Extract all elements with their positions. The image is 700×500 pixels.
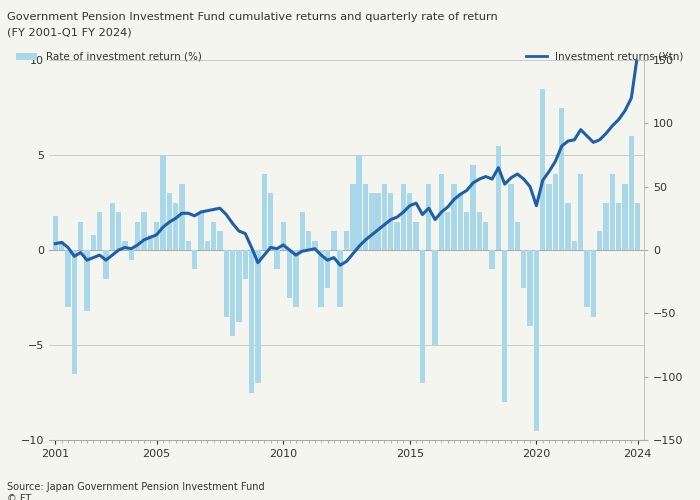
Bar — [635, 202, 640, 250]
Bar — [572, 240, 577, 250]
Bar — [59, 240, 64, 250]
Bar — [268, 193, 273, 250]
Bar — [388, 193, 393, 250]
Bar — [521, 250, 526, 288]
Bar — [148, 235, 153, 250]
Bar — [204, 240, 210, 250]
Bar — [186, 240, 191, 250]
Bar — [256, 250, 260, 383]
Bar — [496, 146, 501, 250]
Bar — [375, 193, 381, 250]
Bar — [249, 250, 254, 392]
Bar — [135, 222, 140, 250]
Bar — [110, 202, 115, 250]
Bar — [173, 202, 178, 250]
Bar — [274, 250, 279, 269]
Bar — [591, 250, 596, 316]
Bar — [198, 212, 204, 250]
Bar — [477, 212, 482, 250]
Bar — [369, 193, 375, 250]
Bar — [470, 164, 476, 250]
Bar — [584, 250, 589, 307]
Bar — [104, 250, 108, 278]
Bar — [445, 212, 451, 250]
Bar — [167, 193, 172, 250]
Bar — [217, 231, 223, 250]
Bar — [211, 222, 216, 250]
Bar — [242, 250, 248, 278]
Bar — [293, 250, 299, 307]
Bar — [382, 184, 387, 250]
Bar — [603, 202, 609, 250]
Bar — [65, 250, 71, 307]
Bar — [262, 174, 267, 250]
Bar — [540, 88, 545, 250]
Bar — [300, 212, 305, 250]
Text: Government Pension Investment Fund cumulative returns and quarterly rate of retu: Government Pension Investment Fund cumul… — [7, 12, 498, 22]
Bar — [578, 174, 583, 250]
Bar — [312, 240, 318, 250]
Bar — [192, 250, 197, 269]
Text: © FT: © FT — [7, 494, 31, 500]
Bar — [426, 184, 431, 250]
Bar — [141, 212, 146, 250]
Text: Source: Japan Government Pension Investment Fund: Source: Japan Government Pension Investm… — [7, 482, 265, 492]
Bar — [533, 250, 539, 430]
Bar — [464, 212, 470, 250]
Bar — [616, 202, 622, 250]
Bar — [154, 222, 160, 250]
Bar — [179, 184, 185, 250]
Bar — [325, 250, 330, 288]
Bar — [318, 250, 324, 307]
Bar — [559, 108, 564, 250]
Bar — [52, 216, 58, 250]
Bar — [629, 136, 634, 250]
Bar — [78, 222, 83, 250]
Bar — [489, 250, 495, 269]
Bar — [597, 231, 603, 250]
Bar — [337, 250, 343, 307]
Bar — [97, 212, 102, 250]
Bar — [223, 250, 229, 316]
Bar — [553, 174, 558, 250]
Bar — [116, 212, 121, 250]
Bar — [363, 184, 368, 250]
Bar — [281, 222, 286, 250]
Bar — [287, 250, 292, 298]
Bar — [350, 184, 356, 250]
Text: (FY 2001-Q1 FY 2024): (FY 2001-Q1 FY 2024) — [7, 28, 132, 38]
Bar — [401, 184, 406, 250]
Bar — [356, 155, 362, 250]
Bar — [527, 250, 533, 326]
Bar — [502, 250, 508, 402]
Bar — [407, 193, 412, 250]
Bar — [439, 174, 444, 250]
Bar — [344, 231, 349, 250]
Bar — [306, 231, 312, 250]
Bar — [622, 184, 628, 250]
Bar — [610, 174, 615, 250]
Bar — [508, 184, 514, 250]
Bar — [331, 231, 337, 250]
Bar — [230, 250, 235, 336]
Bar — [129, 250, 134, 260]
Bar — [414, 222, 419, 250]
Bar — [458, 193, 463, 250]
Bar — [84, 250, 90, 311]
Bar — [483, 222, 489, 250]
Bar — [452, 184, 457, 250]
Bar — [122, 240, 127, 250]
Bar — [547, 184, 552, 250]
Bar — [90, 235, 96, 250]
Bar — [236, 250, 241, 322]
Bar — [420, 250, 425, 383]
Bar — [433, 250, 438, 345]
Legend: Rate of investment return (%): Rate of investment return (%) — [12, 48, 206, 66]
Bar — [160, 155, 166, 250]
Legend: Investment returns (¥tn): Investment returns (¥tn) — [522, 48, 688, 66]
Bar — [71, 250, 77, 374]
Bar — [566, 202, 570, 250]
Bar — [514, 222, 520, 250]
Bar — [394, 222, 400, 250]
